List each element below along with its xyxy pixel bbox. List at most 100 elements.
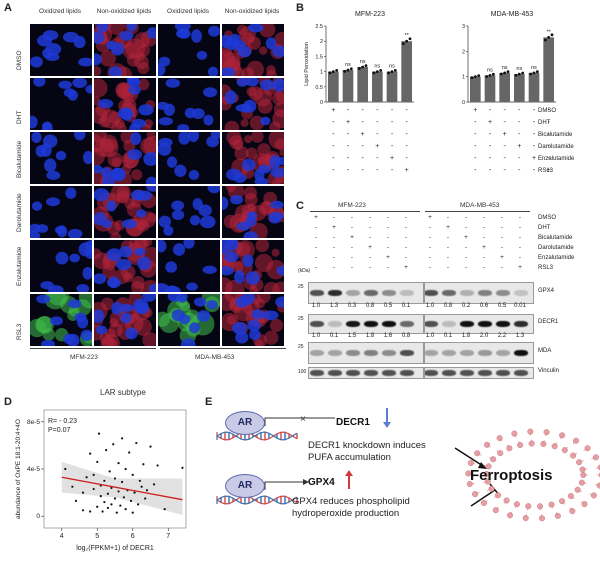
scatter-plot: 4 5 6 7 0 4e-5 8e-5 R= - 0.23 P=0.07 log₂(FPKM+1)… [15, 409, 187, 552]
b-ytick-label-1: 1 [320, 70, 323, 76]
band-vinculin [400, 370, 414, 376]
blot-vinculin-2 [424, 367, 534, 379]
b-sign: - [547, 119, 550, 126]
c-sign: - [332, 244, 336, 251]
c-value-gpx4: 0.6 [479, 303, 489, 309]
b-dot [503, 71, 507, 75]
c-sign: - [314, 244, 318, 251]
c-protein-mda: MDA [538, 348, 552, 354]
b-sign: - [361, 107, 364, 114]
micrograph-dht-4 [222, 78, 284, 130]
d-xtick-label: 5 [95, 533, 99, 540]
b-sign: + [473, 107, 478, 114]
d-point [149, 445, 152, 448]
c-row-label-rsl3: RSL3 [538, 265, 554, 271]
row-label-dht: DHT [16, 110, 23, 124]
micrograph-enzalutamide-2 [94, 240, 156, 292]
b-sign: - [547, 143, 550, 150]
band-decr1 [364, 321, 378, 327]
b-sign: - [390, 119, 394, 126]
band-decr1 [400, 321, 414, 327]
band-mda [328, 350, 342, 356]
b-sign: + [517, 143, 522, 150]
c-sign: - [446, 254, 450, 261]
c-sign: - [404, 224, 408, 231]
b-sign: - [532, 107, 536, 114]
c-sign: - [518, 214, 522, 221]
c-divider-left [310, 211, 420, 212]
c-cellline-mfm223: MFM-223 [338, 202, 366, 209]
b-annot-1-5: ns [389, 64, 395, 70]
b-dot [529, 72, 533, 76]
gpx4-arrowhead [303, 479, 309, 485]
d-point [113, 497, 117, 500]
b-ytick-label-2: 2 [462, 49, 465, 55]
c-value-gpx4: 0.8 [365, 303, 375, 309]
band-mda [364, 350, 378, 356]
c-value-gpx4: 0.2 [461, 303, 471, 309]
b-sign: - [503, 107, 506, 114]
d-point [105, 449, 108, 452]
c-sign: + [446, 224, 450, 231]
micrograph-bicalutamide-2 [94, 132, 156, 184]
b-dot [346, 68, 350, 72]
b-bar-1-3 [357, 67, 368, 102]
c-sign: - [500, 224, 504, 231]
b-sign: - [376, 119, 379, 126]
b-bar-2-6 [543, 37, 554, 102]
d-point [108, 470, 111, 473]
d-point [64, 467, 67, 471]
c-sign: - [314, 254, 318, 261]
micrograph-rsl3-2 [94, 294, 156, 346]
b-dot [543, 38, 547, 42]
gpx4-text-2: hydroperoxide production [292, 508, 400, 519]
ar-receptor-bottom: AR [225, 474, 265, 498]
d-point [140, 485, 143, 488]
micrograph-dht-1 [30, 78, 92, 130]
row-label-bicalutamide: Bicalutamide [16, 140, 23, 178]
kda-label: (kDa) [298, 268, 311, 274]
gpx4-gene-label: GPX4 [308, 477, 335, 488]
c-value-gpx4: 0.01 [514, 303, 526, 309]
b-sign: - [547, 155, 550, 162]
b-sign: - [405, 119, 408, 126]
c-sign: - [464, 254, 468, 261]
b-ytick-label-1: 0.5 [315, 85, 323, 91]
b-sign: - [346, 131, 350, 138]
row-label-enzalutamide: Enzalutamide [16, 246, 23, 286]
d-point [133, 491, 136, 494]
d-ylabel: abundance of OxPE 18:1-20:4+4O [15, 419, 22, 519]
c-value-gpx4: 1.0 [425, 303, 435, 309]
b-bar-1-6 [401, 41, 412, 102]
b-sign: - [474, 155, 477, 162]
c-protein-decr1: DECR1 [538, 319, 559, 325]
c-row-label-dmso: DMSO [538, 215, 556, 221]
d-point [96, 505, 99, 508]
b-sign: - [346, 107, 350, 114]
c-sign: + [368, 244, 372, 251]
micrograph-dmso-2 [94, 24, 156, 76]
c-sign: - [464, 224, 468, 231]
b-sign: - [474, 167, 477, 174]
b-sign: - [547, 131, 550, 138]
b-sign: - [488, 131, 492, 138]
blot-decr1-1 [308, 314, 424, 334]
d-ytick-label: 0 [36, 513, 40, 520]
c-sign: - [446, 214, 450, 221]
b-sign: + [375, 143, 380, 150]
band-vinculin [364, 370, 378, 376]
b-sign: - [488, 155, 492, 162]
b-sign: + [345, 119, 351, 126]
c-value-decr1: 0.1 [329, 333, 339, 339]
d-point [156, 464, 159, 467]
d-point [89, 452, 92, 455]
d-point [163, 508, 166, 511]
d-fit-line [61, 476, 183, 501]
band-vinculin [514, 370, 528, 376]
c-sign: - [482, 224, 486, 231]
band-gpx4 [310, 290, 324, 296]
b-sign: - [405, 143, 408, 150]
b-ytick-label-2: 0 [462, 100, 465, 106]
row-label-rsl3: RSL3 [16, 323, 23, 340]
col-header-3: Oxidized lipids [167, 8, 209, 15]
